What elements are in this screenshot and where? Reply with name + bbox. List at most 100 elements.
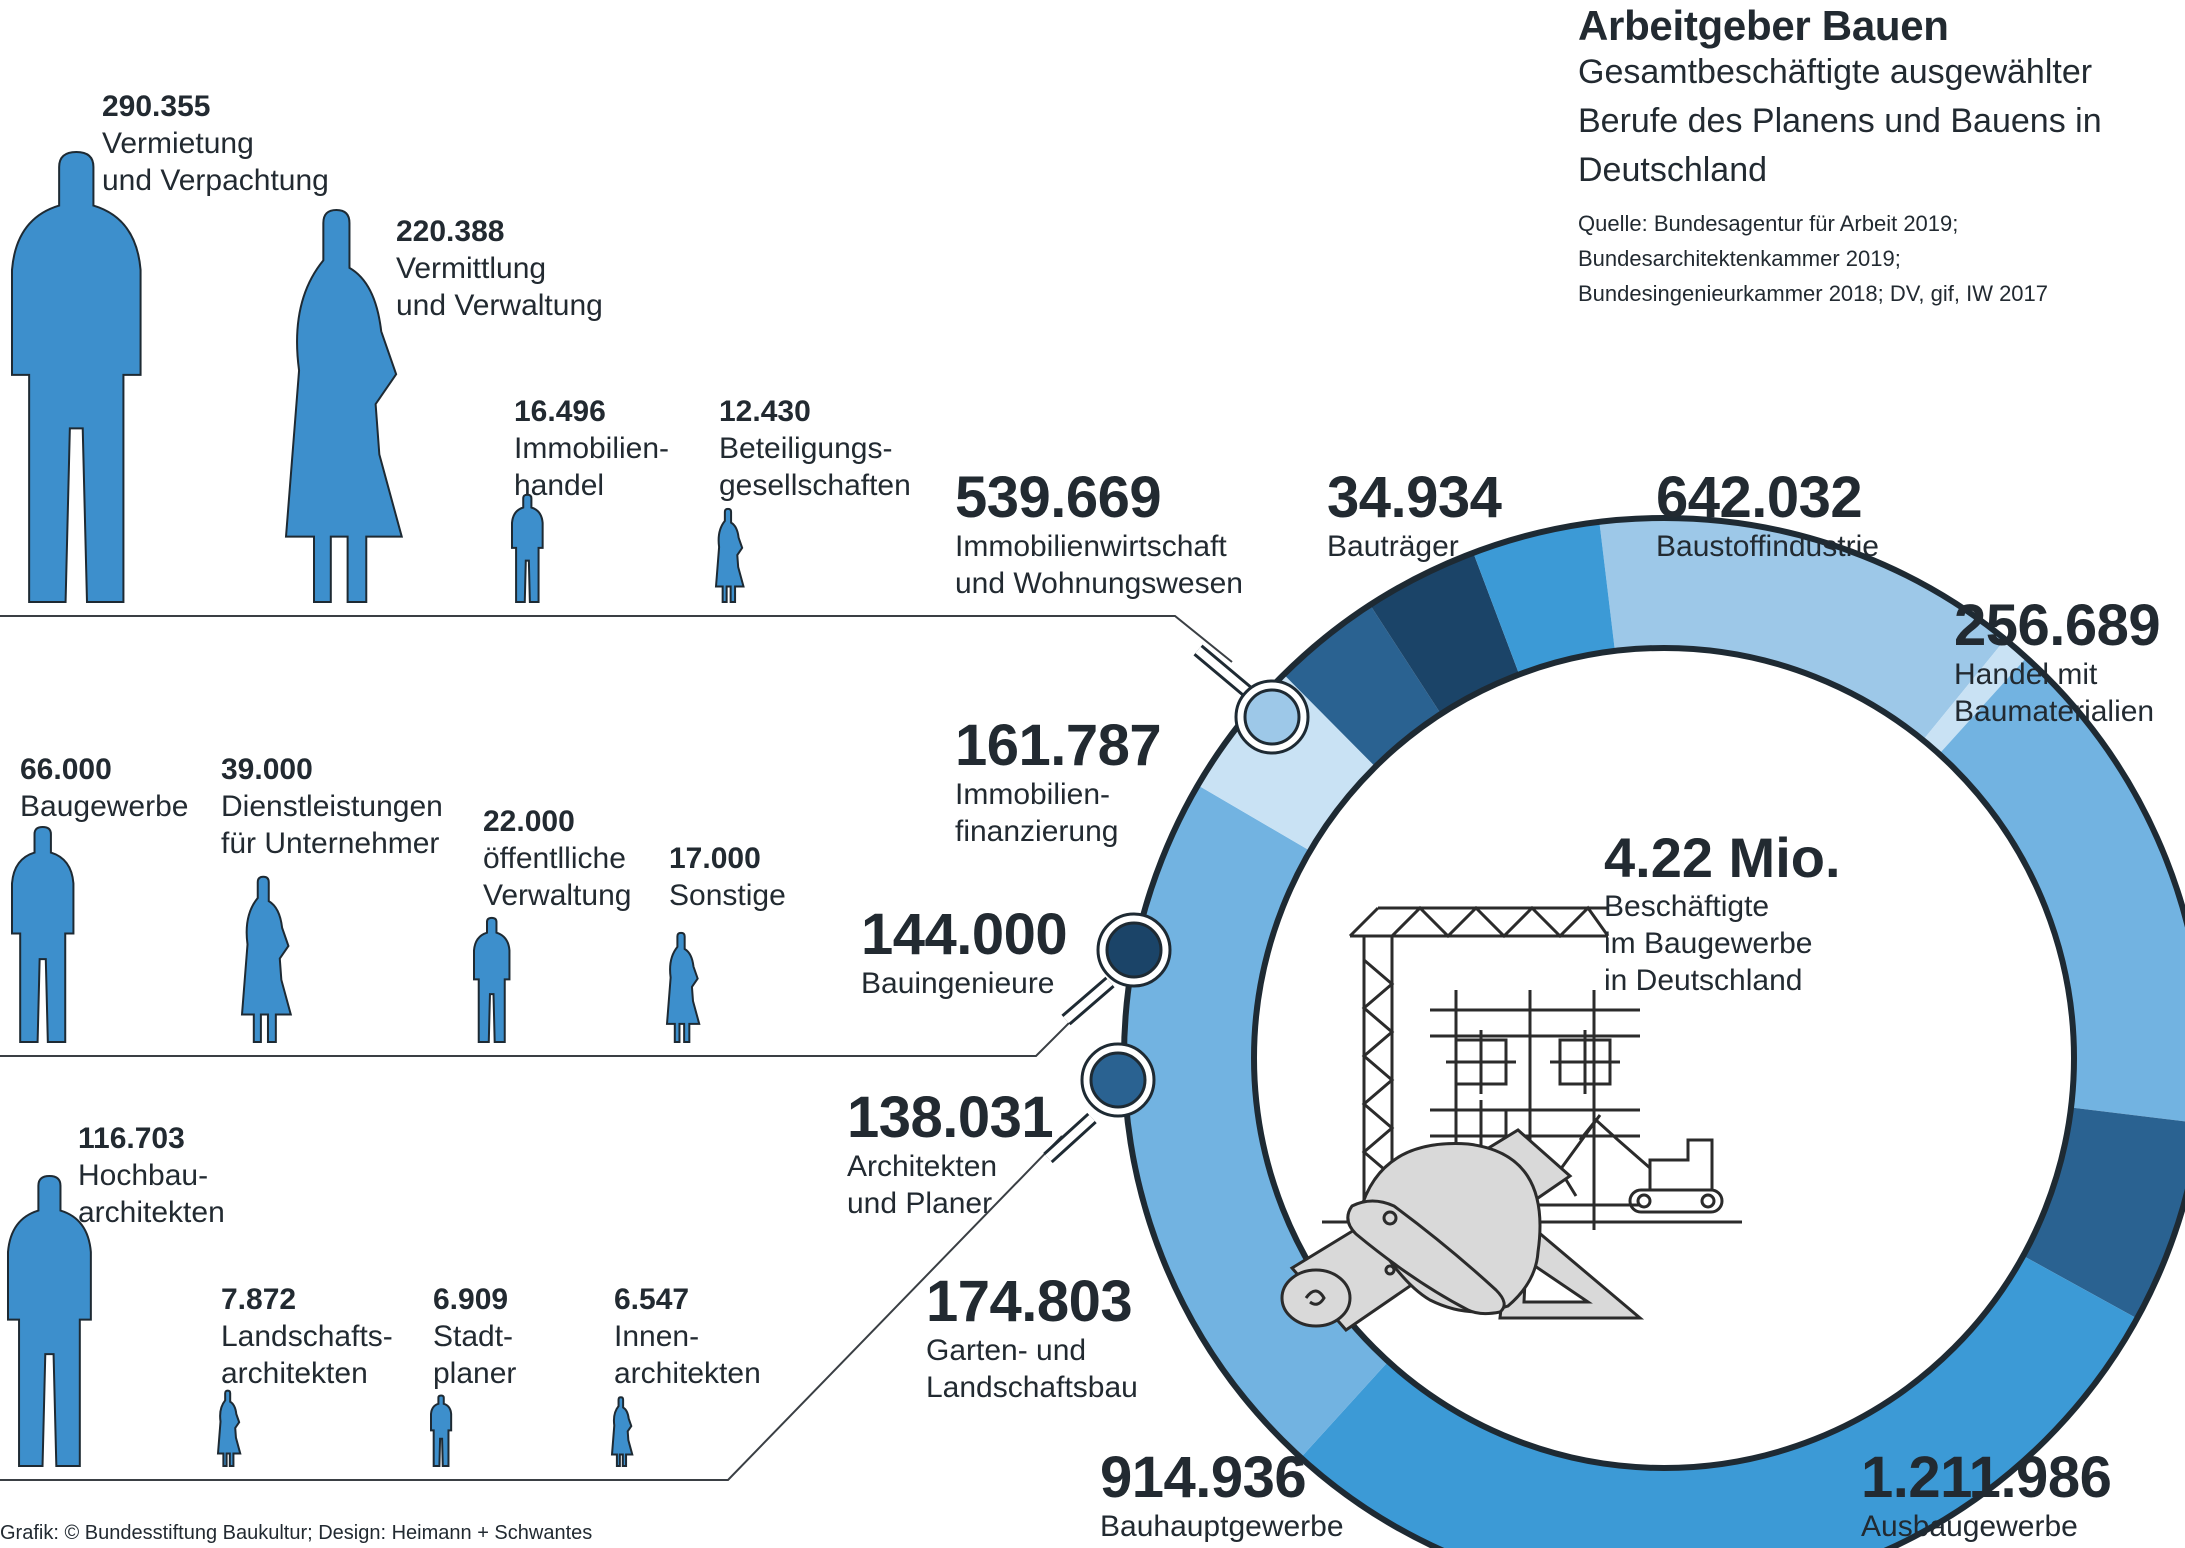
value-label: 17.000	[669, 842, 761, 875]
man-figure-icon	[10, 150, 142, 604]
segment-label-bauhaupt: 914.936 Bauhauptgewerbe	[1100, 1448, 1344, 1545]
value-label: 16.496	[514, 395, 606, 428]
value-label: 642.032	[1656, 465, 1863, 530]
woman-figure-icon	[715, 507, 745, 603]
category-label: Hochbau- architekten	[78, 1159, 225, 1229]
value-label: 914.936	[1100, 1445, 1307, 1510]
value-label: 539.669	[955, 465, 1162, 530]
category-label: Immobilien- handel	[514, 432, 670, 502]
breakdown-label-immobilienhandel: 16.496 Immobilien- handel	[514, 393, 669, 504]
breakdown-label-innen: 6.547 Innen- architekten	[614, 1281, 761, 1392]
category-label: Stadt- planer	[433, 1320, 517, 1390]
category-label: Vermittlung und Verwaltung	[396, 252, 603, 322]
category-label: Bauhauptgewerbe	[1100, 1510, 1344, 1543]
breakdown-label-vermittlung: 220.388 Vermittlung und Verwaltung	[396, 213, 603, 324]
value-label: 22.000	[483, 805, 575, 838]
category-label: Handel mit Baumaterialien	[1954, 658, 2155, 728]
woman-figure-icon	[610, 1396, 634, 1468]
category-label: Sonstige	[669, 879, 786, 912]
segment-label-architekten: 138.031 Architekten und Planer	[847, 1085, 1054, 1222]
category-label: Dienstleistungen für Unternehmer	[221, 790, 443, 860]
man-figure-icon	[10, 825, 75, 1044]
panel-separators	[0, 615, 1233, 1481]
value-label: 6.547	[614, 1283, 690, 1316]
donut-segment-4	[1300, 1255, 2137, 1548]
woman-figure-icon	[217, 1389, 242, 1467]
value-label: 161.787	[955, 713, 1162, 778]
segment-label-garten: 174.803 Garten- und Landschaftsbau	[926, 1272, 1138, 1406]
magnifier-architekten	[1043, 1042, 1156, 1164]
magnifier-bauingenieure	[1061, 912, 1172, 1026]
breakdown-label-baugewerbe: 66.000 Baugewerbe	[20, 751, 188, 825]
center-total: 4.22 Mio. Beschäftigte im Baugewerbe in …	[1604, 828, 1841, 999]
value-label: 12.430	[719, 395, 811, 428]
category-label: Immobilienwirtschaft und Wohnungswesen	[955, 530, 1243, 600]
value-label: 220.388	[396, 215, 505, 248]
breakdown-label-landschaft: 7.872 Landschafts- architekten	[221, 1281, 393, 1392]
breakdown-label-beteiligung: 12.430 Beteiligungs- gesellschaften	[719, 393, 911, 504]
chart-title: Arbeitgeber Bauen	[1578, 2, 1949, 49]
category-label: Beteiligungs- gesellschaften	[719, 432, 911, 502]
woman-figure-icon	[285, 208, 403, 603]
category-label: Ausbaugewerbe	[1861, 1510, 2078, 1543]
category-label: Vermietung und Verpachtung	[102, 127, 329, 197]
donut-inner-ring	[1251, 645, 2077, 1471]
category-label: Innen- architekten	[614, 1320, 761, 1390]
value-label: 34.934	[1327, 465, 1502, 530]
donut-segment-8	[1370, 552, 1520, 715]
value-label: 66.000	[20, 753, 112, 786]
breakdown-label-hochbau: 116.703 Hochbau- architekten	[78, 1120, 225, 1231]
value-label: 116.703	[78, 1122, 185, 1155]
value-label: 144.000	[861, 902, 1068, 967]
breakdown-label-dienstleistungen: 39.000 Dienstleistungen für Unternehmer	[221, 751, 443, 862]
breakdown-label-verwaltung: 22.000 öffentlliche Verwaltung	[483, 803, 631, 914]
value-label: 1.211.986	[1861, 1445, 2112, 1510]
value-label: 39.000	[221, 753, 313, 786]
credit-footer: Grafik: © Bundesstiftung Baukultur; Desi…	[0, 1522, 593, 1544]
category-label: öffentlliche Verwaltung	[483, 842, 632, 912]
category-label: Baugewerbe	[20, 790, 189, 823]
crane-icon	[1348, 905, 1610, 1200]
donut-segment-9	[1473, 521, 1615, 675]
source-line-1: Quelle: Bundesagentur für Arbeit 2019;	[1578, 211, 1959, 236]
hard-hat-icon	[1346, 1142, 1542, 1316]
donut-segment-7	[1283, 604, 1441, 767]
donut-segment-1	[1922, 639, 2027, 755]
value-label: 7.872	[221, 1283, 297, 1316]
segment-label-baustoff: 642.032 Baustoffindustrie	[1656, 468, 1879, 565]
total-label: Beschäftigte im Baugewerbe in Deutschlan…	[1604, 890, 1813, 997]
donut-segment-0	[1599, 518, 2006, 741]
construction-illustration	[1280, 905, 1742, 1332]
value-label: 138.031	[847, 1085, 1054, 1150]
value-label: 174.803	[926, 1269, 1133, 1334]
source-line-2: Bundesarchitektenkammer 2019;	[1578, 246, 1901, 271]
source-note: Quelle: Bundesagentur für Arbeit 2019; B…	[1578, 206, 2178, 311]
category-label: Baustoffindustrie	[1656, 530, 1879, 563]
total-value: 4.22 Mio.	[1604, 826, 1841, 889]
breakdown-label-vermietung: 290.355 Vermietung und Verpachtung	[102, 88, 329, 199]
man-figure-icon	[430, 1394, 453, 1467]
separator-line-2	[0, 1011, 1081, 1057]
woman-figure-icon	[665, 931, 701, 1044]
segment-label-bauingenieure: 144.000 Bauingenieure	[861, 902, 1068, 1002]
donut-segment-2	[1939, 657, 2185, 1122]
category-label: Landschafts- architekten	[221, 1320, 393, 1390]
value-label: 6.909	[433, 1283, 509, 1316]
chart-subtitle: Gesamtbeschäftigte ausgewählter Berufe d…	[1578, 53, 2102, 189]
category-label: Architekten und Planer	[847, 1150, 998, 1220]
breakdown-label-stadtplaner: 6.909 Stadt- planer	[433, 1281, 516, 1392]
category-label: Garten- und Landschaftsbau	[926, 1334, 1138, 1404]
category-label: Immobilien- finanzierung	[955, 778, 1119, 848]
magnifiers	[1043, 644, 1310, 1164]
segment-label-bautraeger: 34.934 Bauträger	[1327, 465, 1502, 565]
segment-label-immobilienwirtschaft: 539.669 Immobilienwirtschaft und Wohnung…	[955, 468, 1243, 602]
value-label: 290.355	[102, 90, 211, 123]
man-figure-icon	[511, 493, 544, 603]
source-line-3: Bundesingenieurkammer 2018; DV, gif, IW …	[1578, 281, 2049, 306]
separator-line-1	[0, 615, 1233, 663]
segment-label-ausbau: 1.211.986 Ausbaugewerbe	[1861, 1445, 2112, 1545]
woman-figure-icon	[241, 875, 292, 1043]
segment-label-handel: 256.689 Handel mit Baumaterialien	[1954, 596, 2161, 730]
breakdown-label-sonstige: 17.000 Sonstige	[669, 840, 786, 914]
